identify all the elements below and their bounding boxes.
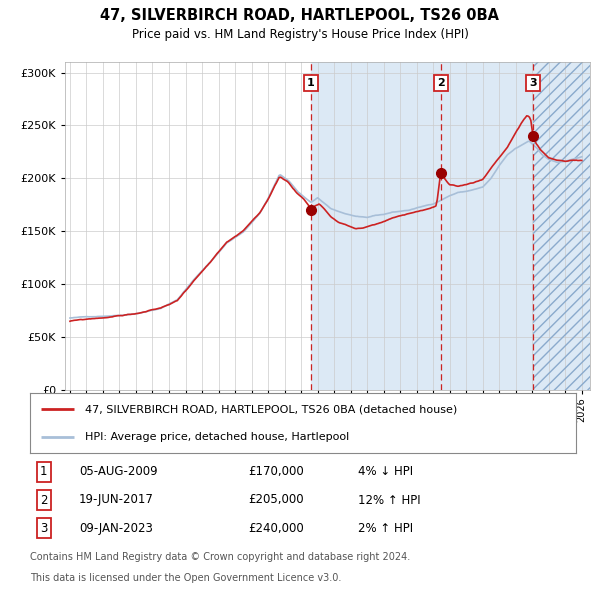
Text: 3: 3 — [529, 78, 536, 88]
Bar — [533, 62, 590, 390]
Text: This data is licensed under the Open Government Licence v3.0.: This data is licensed under the Open Gov… — [30, 573, 341, 584]
Text: 19-JUN-2017: 19-JUN-2017 — [79, 493, 154, 506]
Text: 47, SILVERBIRCH ROAD, HARTLEPOOL, TS26 0BA: 47, SILVERBIRCH ROAD, HARTLEPOOL, TS26 0… — [101, 8, 499, 23]
Text: 05-AUG-2009: 05-AUG-2009 — [79, 466, 158, 478]
Text: 1: 1 — [40, 466, 47, 478]
Bar — [533, 62, 590, 390]
Text: 2: 2 — [437, 78, 445, 88]
Text: 2: 2 — [40, 493, 47, 506]
Text: £170,000: £170,000 — [248, 466, 304, 478]
Text: Price paid vs. HM Land Registry's House Price Index (HPI): Price paid vs. HM Land Registry's House … — [131, 28, 469, 41]
Text: 12% ↑ HPI: 12% ↑ HPI — [358, 493, 420, 506]
Text: Contains HM Land Registry data © Crown copyright and database right 2024.: Contains HM Land Registry data © Crown c… — [30, 552, 410, 562]
Text: £205,000: £205,000 — [248, 493, 304, 506]
Text: £240,000: £240,000 — [248, 522, 304, 535]
Text: 09-JAN-2023: 09-JAN-2023 — [79, 522, 153, 535]
Bar — [311, 62, 533, 390]
Text: 4% ↓ HPI: 4% ↓ HPI — [358, 466, 413, 478]
Text: 3: 3 — [40, 522, 47, 535]
Text: 47, SILVERBIRCH ROAD, HARTLEPOOL, TS26 0BA (detached house): 47, SILVERBIRCH ROAD, HARTLEPOOL, TS26 0… — [85, 404, 457, 414]
Text: 2% ↑ HPI: 2% ↑ HPI — [358, 522, 413, 535]
Text: 1: 1 — [307, 78, 314, 88]
Text: HPI: Average price, detached house, Hartlepool: HPI: Average price, detached house, Hart… — [85, 432, 349, 442]
